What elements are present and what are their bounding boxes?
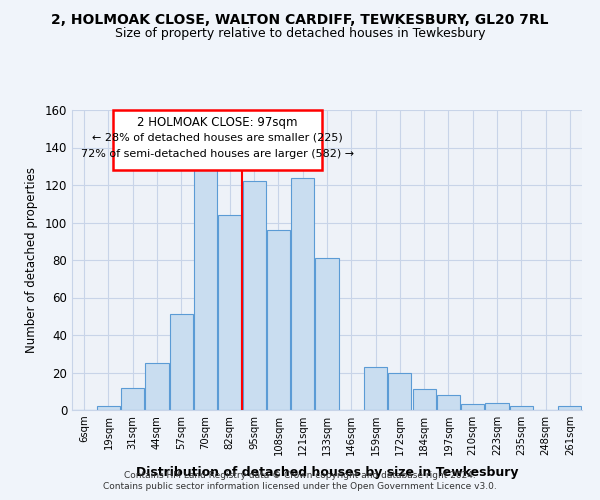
Bar xyxy=(510,406,533,410)
Bar xyxy=(413,390,436,410)
Bar xyxy=(388,372,412,410)
Bar xyxy=(559,406,581,410)
Bar xyxy=(170,314,193,410)
Bar xyxy=(316,258,338,410)
Bar xyxy=(97,406,120,410)
X-axis label: Distribution of detached houses by size in Tewkesbury: Distribution of detached houses by size … xyxy=(136,466,518,479)
Bar xyxy=(145,363,169,410)
Bar xyxy=(437,395,460,410)
Text: 72% of semi-detached houses are larger (582) →: 72% of semi-detached houses are larger (… xyxy=(81,150,354,160)
Bar xyxy=(485,402,509,410)
Bar xyxy=(121,388,144,410)
Text: 2 HOLMOAK CLOSE: 97sqm: 2 HOLMOAK CLOSE: 97sqm xyxy=(137,116,298,128)
Y-axis label: Number of detached properties: Number of detached properties xyxy=(25,167,38,353)
FancyBboxPatch shape xyxy=(113,110,322,170)
Text: Contains HM Land Registry data © Crown copyright and database right 2024.: Contains HM Land Registry data © Crown c… xyxy=(124,471,476,480)
Bar xyxy=(242,181,266,410)
Bar xyxy=(194,164,217,410)
Bar xyxy=(461,404,484,410)
Text: 2, HOLMOAK CLOSE, WALTON CARDIFF, TEWKESBURY, GL20 7RL: 2, HOLMOAK CLOSE, WALTON CARDIFF, TEWKES… xyxy=(51,12,549,26)
Text: Contains public sector information licensed under the Open Government Licence v3: Contains public sector information licen… xyxy=(103,482,497,491)
Text: Size of property relative to detached houses in Tewkesbury: Size of property relative to detached ho… xyxy=(115,28,485,40)
Bar xyxy=(291,178,314,410)
Text: ← 28% of detached houses are smaller (225): ← 28% of detached houses are smaller (22… xyxy=(92,132,343,142)
Bar xyxy=(267,230,290,410)
Bar xyxy=(218,215,241,410)
Bar xyxy=(364,367,387,410)
